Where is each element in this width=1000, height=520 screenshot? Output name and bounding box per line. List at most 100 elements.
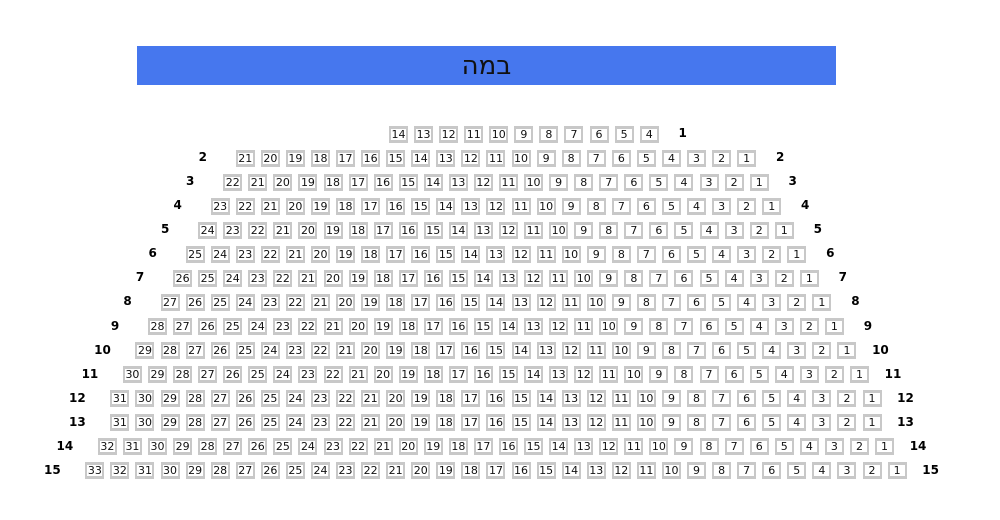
seat[interactable]: 22 — [260, 245, 280, 263]
seat[interactable]: 8 — [574, 173, 594, 191]
seat[interactable]: 8 — [561, 149, 581, 167]
seat[interactable]: 9 — [661, 390, 681, 408]
seat[interactable]: 13 — [561, 414, 581, 432]
seat[interactable]: 5 — [661, 197, 681, 215]
seat[interactable]: 1 — [749, 173, 769, 191]
seat[interactable]: 5 — [787, 462, 807, 480]
seat[interactable]: 27 — [198, 366, 218, 384]
seat[interactable]: 17 — [461, 414, 481, 432]
seat[interactable]: 14 — [461, 245, 481, 263]
seat[interactable]: 28 — [185, 414, 205, 432]
seat[interactable]: 23 — [298, 366, 318, 384]
seat[interactable]: 24 — [210, 245, 230, 263]
seat[interactable]: 27 — [173, 318, 193, 336]
seat[interactable]: 12 — [511, 245, 531, 263]
seat[interactable]: 2 — [849, 438, 869, 456]
seat[interactable]: 5 — [687, 245, 707, 263]
seat[interactable]: 9 — [586, 245, 606, 263]
seat[interactable]: 8 — [699, 438, 719, 456]
seat[interactable]: 5 — [674, 221, 694, 239]
seat[interactable]: 21 — [310, 293, 330, 311]
seat[interactable]: 17 — [336, 149, 356, 167]
seat[interactable]: 30 — [160, 462, 180, 480]
seat[interactable]: 25 — [223, 318, 243, 336]
seat[interactable]: 12 — [599, 438, 619, 456]
seat[interactable]: 3 — [837, 462, 857, 480]
seat[interactable]: 30 — [122, 366, 142, 384]
seat[interactable]: 27 — [210, 414, 230, 432]
seat[interactable]: 9 — [687, 462, 707, 480]
seat[interactable]: 15 — [461, 293, 481, 311]
seat[interactable]: 17 — [423, 318, 443, 336]
seat[interactable]: 22 — [235, 197, 255, 215]
seat[interactable]: 4 — [724, 269, 744, 287]
seat[interactable]: 23 — [223, 221, 243, 239]
seat[interactable]: 14 — [411, 149, 431, 167]
seat[interactable]: 22 — [273, 269, 293, 287]
seat[interactable]: 11 — [636, 462, 656, 480]
seat[interactable]: 16 — [386, 197, 406, 215]
seat[interactable]: 6 — [674, 269, 694, 287]
seat[interactable]: 33 — [85, 462, 105, 480]
seat[interactable]: 5 — [699, 269, 719, 287]
seat[interactable]: 24 — [235, 293, 255, 311]
seat[interactable]: 18 — [348, 221, 368, 239]
seat[interactable]: 18 — [361, 245, 381, 263]
seat[interactable]: 5 — [614, 125, 634, 143]
seat[interactable]: 25 — [235, 342, 255, 360]
seat[interactable]: 8 — [712, 462, 732, 480]
seat[interactable]: 11 — [599, 366, 619, 384]
seat[interactable]: 19 — [298, 173, 318, 191]
seat[interactable]: 3 — [749, 269, 769, 287]
seat[interactable]: 14 — [436, 197, 456, 215]
seat[interactable]: 17 — [486, 462, 506, 480]
seat[interactable]: 28 — [185, 390, 205, 408]
seat[interactable]: 10 — [524, 173, 544, 191]
seat[interactable]: 22 — [310, 342, 330, 360]
seat[interactable]: 2 — [712, 149, 732, 167]
seat[interactable]: 2 — [762, 245, 782, 263]
seat[interactable]: 23 — [310, 414, 330, 432]
seat[interactable]: 16 — [499, 438, 518, 456]
seat[interactable]: 2 — [724, 173, 744, 191]
seat[interactable]: 10 — [661, 462, 681, 480]
seat[interactable]: 3 — [787, 342, 807, 360]
seat[interactable]: 7 — [712, 414, 732, 432]
seat[interactable]: 21 — [273, 221, 293, 239]
seat[interactable]: 12 — [499, 221, 518, 239]
seat[interactable]: 30 — [148, 438, 168, 456]
seat[interactable]: 18 — [461, 462, 481, 480]
seat[interactable]: 1 — [824, 318, 844, 336]
seat[interactable]: 31 — [110, 390, 130, 408]
seat[interactable]: 6 — [589, 125, 609, 143]
seat[interactable]: 25 — [260, 390, 280, 408]
seat[interactable]: 4 — [799, 438, 819, 456]
seat[interactable]: 20 — [398, 438, 418, 456]
seat[interactable]: 8 — [661, 342, 681, 360]
seat[interactable]: 27 — [185, 342, 205, 360]
seat[interactable]: 16 — [373, 173, 393, 191]
seat[interactable]: 19 — [336, 245, 356, 263]
seat[interactable]: 4 — [674, 173, 694, 191]
seat[interactable]: 13 — [499, 269, 518, 287]
seat[interactable]: 17 — [373, 221, 393, 239]
seat[interactable]: 6 — [699, 318, 719, 336]
seat[interactable]: 3 — [824, 438, 844, 456]
seat[interactable]: 15 — [511, 390, 531, 408]
seat[interactable]: 16 — [411, 245, 431, 263]
seat[interactable]: 10 — [549, 221, 569, 239]
seat[interactable]: 30 — [135, 390, 155, 408]
seat[interactable]: 27 — [160, 293, 180, 311]
seat[interactable]: 7 — [624, 221, 644, 239]
seat[interactable]: 14 — [473, 269, 493, 287]
seat[interactable]: 14 — [423, 173, 443, 191]
seat[interactable]: 2 — [837, 414, 857, 432]
seat[interactable]: 11 — [611, 414, 631, 432]
seat[interactable]: 10 — [489, 125, 509, 143]
seat[interactable]: 11 — [464, 125, 484, 143]
seat[interactable]: 9 — [624, 318, 644, 336]
seat[interactable]: 7 — [599, 173, 619, 191]
seat[interactable]: 8 — [636, 293, 656, 311]
seat[interactable]: 27 — [210, 390, 230, 408]
seat[interactable]: 11 — [549, 269, 569, 287]
